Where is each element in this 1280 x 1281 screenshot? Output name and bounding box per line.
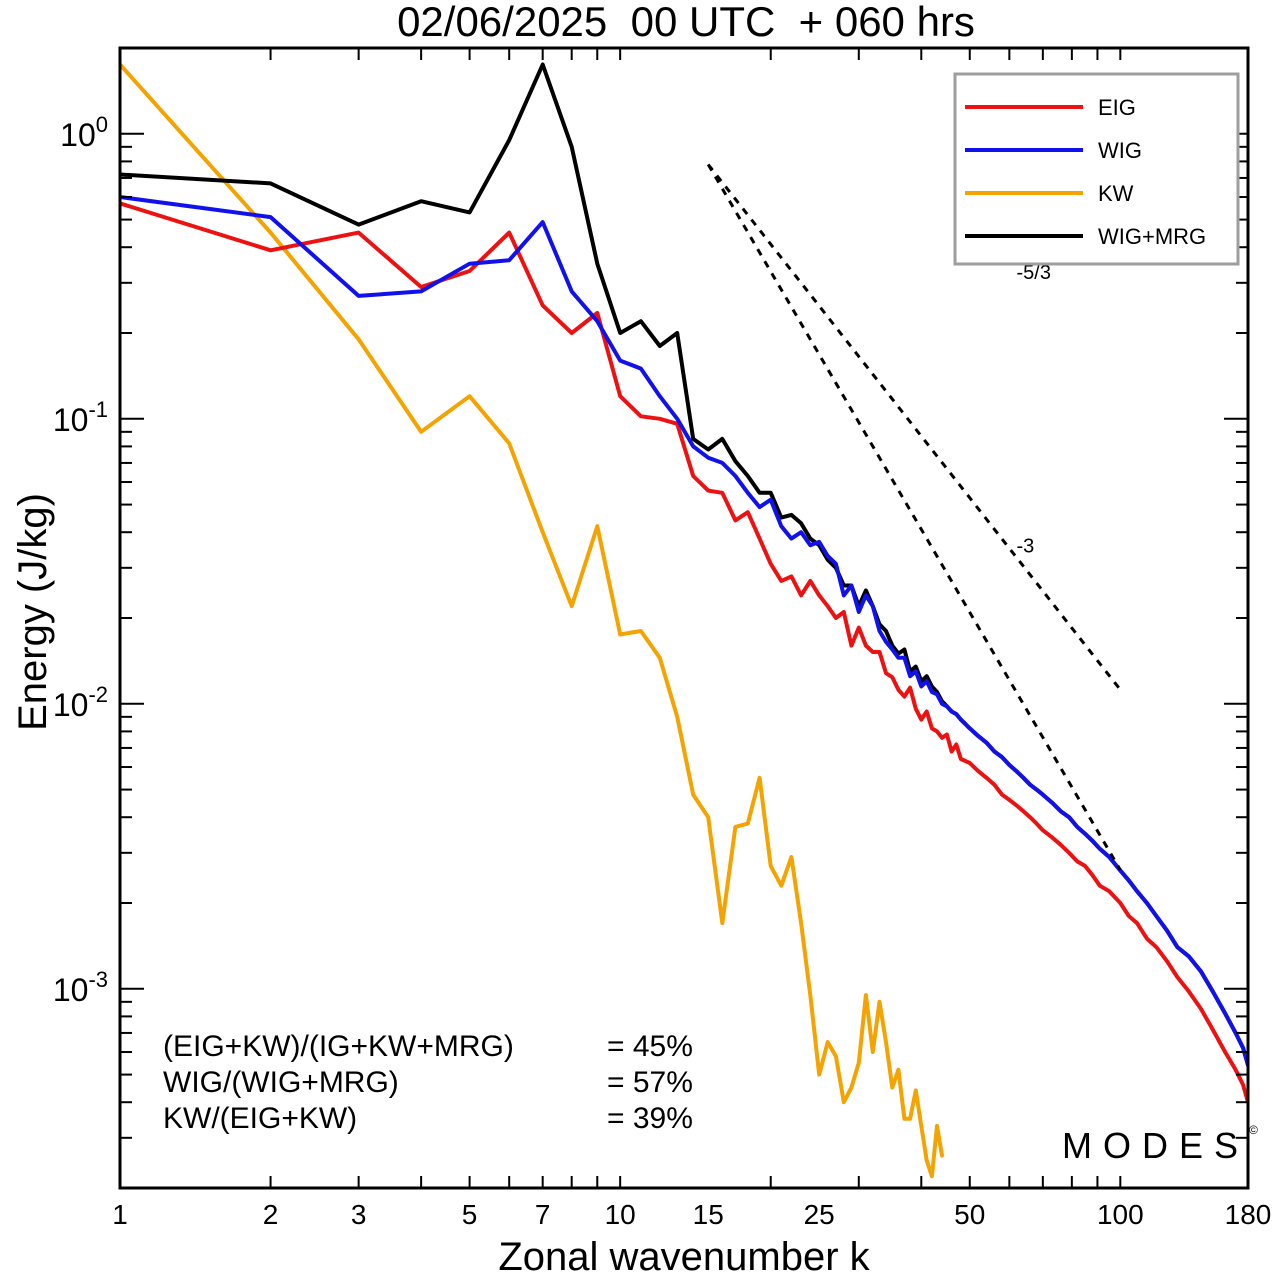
ratio-annotations: (EIG+KW)/(IG+KW+MRG) = 45% WIG/(WIG+MRG) = … bbox=[163, 1030, 693, 1135]
series-line-eig bbox=[120, 201, 1248, 1105]
legend: EIG WIG KW WIG+MRG bbox=[953, 72, 1240, 266]
x-tick-label: 15 bbox=[693, 1199, 724, 1230]
x-tick-label: 180 bbox=[1225, 1199, 1272, 1230]
plot-series bbox=[120, 62, 1248, 1179]
y-tick-label: 10-2 bbox=[53, 682, 108, 723]
legend-label: WIG bbox=[1098, 138, 1142, 163]
series-line-kw bbox=[120, 62, 944, 1179]
reference-line-2 bbox=[706, 163, 1122, 871]
x-tick-label: 5 bbox=[462, 1199, 478, 1230]
x-tick-label: 7 bbox=[535, 1199, 551, 1230]
y-axis-ticks: 100 10-1 10-2 10-3 bbox=[53, 47, 1248, 1189]
modes-watermark: MODES© bbox=[1062, 1123, 1258, 1166]
y-tick-label: 100 bbox=[60, 112, 108, 153]
y-axis-label: Energy (J/kg) bbox=[11, 493, 55, 731]
x-tick-label: 10 bbox=[605, 1199, 636, 1230]
x-tick-label: 1 bbox=[112, 1199, 128, 1230]
chart-title: 02/06/2025 00 UTC + 060 hrs bbox=[397, 0, 975, 45]
x-tick-label: 100 bbox=[1097, 1199, 1144, 1230]
x-tick-label: 25 bbox=[804, 1199, 835, 1230]
x-tick-label: 50 bbox=[954, 1199, 985, 1230]
x-axis-ticks: 1 2 3 5 7 10 15 25 50 100 180 bbox=[112, 48, 1271, 1230]
annotation-label: KW/(EIG+KW) bbox=[163, 1102, 357, 1135]
x-tick-label: 2 bbox=[263, 1199, 279, 1230]
x-axis-label: Zonal wavenumber k bbox=[498, 1235, 870, 1279]
legend-label: WIG+MRG bbox=[1098, 224, 1206, 249]
y-tick-label: 10-1 bbox=[53, 397, 108, 438]
annotation-value: = 45% bbox=[607, 1030, 693, 1063]
legend-label: KW bbox=[1098, 181, 1134, 206]
annotation-value: = 57% bbox=[607, 1066, 693, 1099]
y-tick-label: 10-3 bbox=[53, 967, 108, 1008]
x-tick-label: 3 bbox=[351, 1199, 367, 1230]
legend-box bbox=[953, 72, 1240, 266]
legend-label: EIG bbox=[1098, 95, 1136, 120]
annotation-label: WIG/(WIG+MRG) bbox=[163, 1066, 399, 1099]
series-line-wig bbox=[120, 195, 1248, 1068]
reference-line-label-1: -5/3 bbox=[1016, 262, 1050, 284]
reference-line-label-2: -3 bbox=[1016, 535, 1034, 557]
annotation-value: = 39% bbox=[607, 1102, 693, 1135]
annotation-label: (EIG+KW)/(IG+KW+MRG) bbox=[163, 1030, 514, 1063]
reference-slope-lines: -5/3 -3 bbox=[706, 163, 1122, 871]
